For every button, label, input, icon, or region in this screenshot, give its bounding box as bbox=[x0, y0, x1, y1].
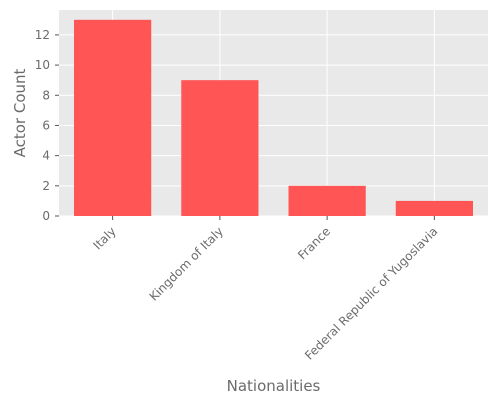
x-axis-label: Nationalities bbox=[227, 377, 321, 395]
y-tick-label: 0 bbox=[42, 209, 50, 223]
bars bbox=[74, 19, 473, 216]
bar-france bbox=[288, 185, 366, 216]
y-axis-label: Actor Count bbox=[11, 68, 29, 157]
bar-kingdom-of-italy bbox=[181, 80, 259, 216]
y-tick-label: 12 bbox=[35, 28, 50, 42]
x-tick-label: Kingdom of Italy bbox=[147, 224, 226, 303]
bar-federal-republic-of-yugoslavia bbox=[395, 200, 473, 216]
y-tick-label: 8 bbox=[42, 88, 50, 102]
y-tick-label: 4 bbox=[42, 149, 50, 163]
x-tick-label: France bbox=[295, 224, 333, 262]
y-tick-label: 6 bbox=[42, 118, 50, 132]
y-tick-label: 10 bbox=[35, 58, 50, 72]
bar-italy bbox=[74, 19, 152, 216]
x-tick-label: Italy bbox=[90, 224, 118, 252]
x-tick-label: Federal Republic of Yugoslavia bbox=[302, 224, 440, 362]
y-axis-ticks: 0 2 4 6 8 10 12 bbox=[35, 28, 59, 223]
y-tick-label: 2 bbox=[42, 179, 50, 193]
